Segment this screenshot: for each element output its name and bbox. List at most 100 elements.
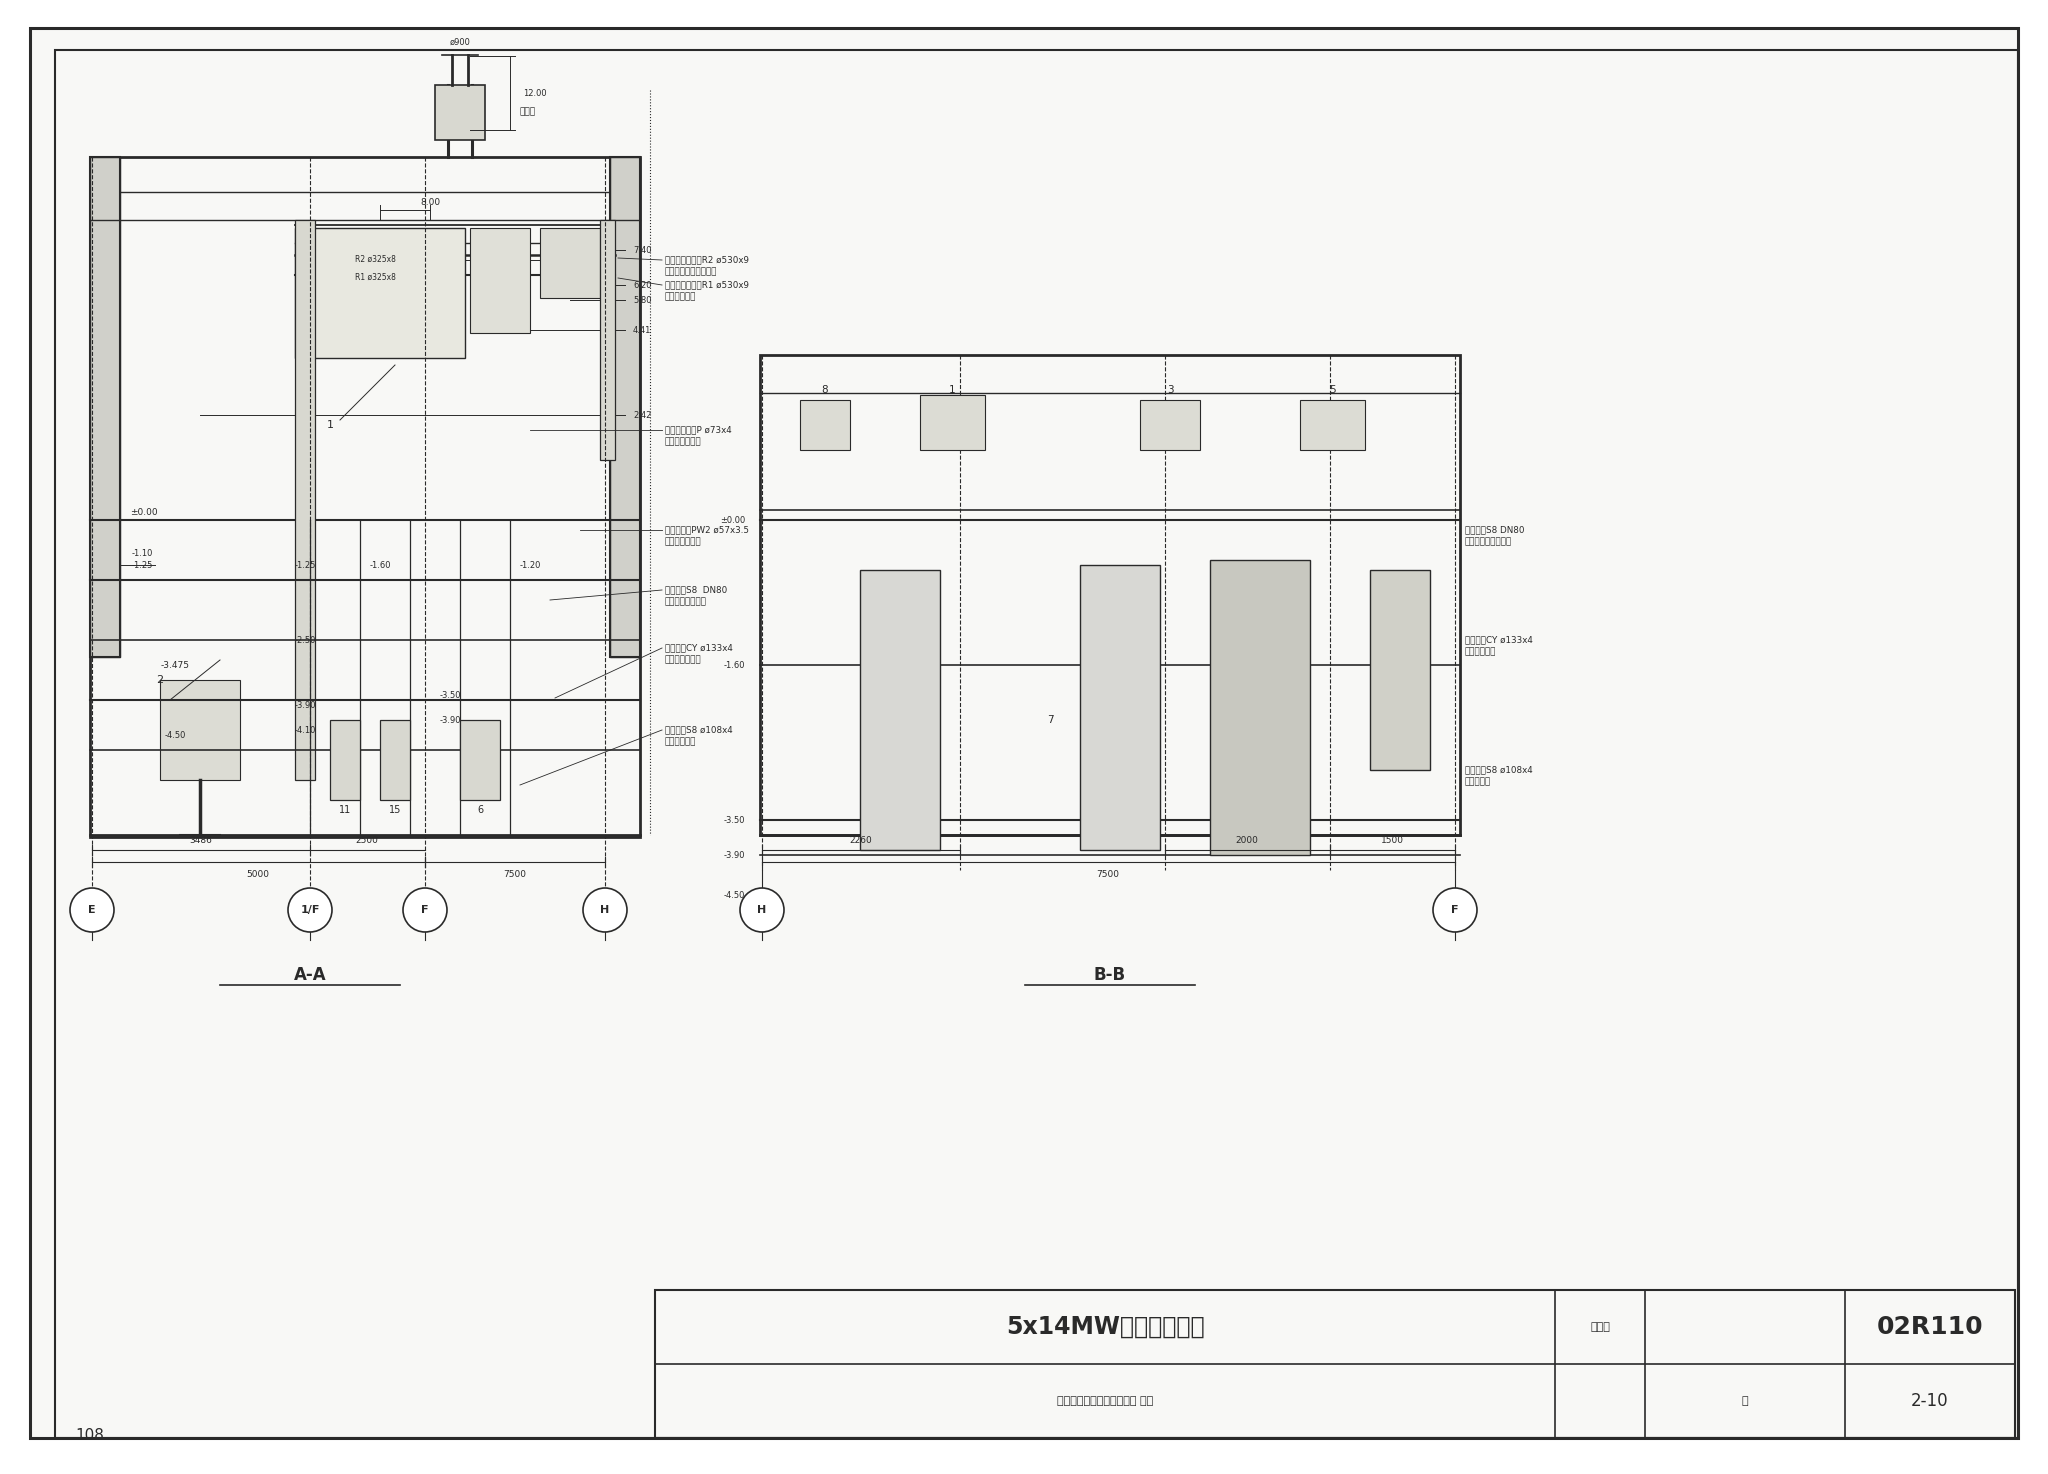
Text: 接至除氧器: 接至除氧器 — [1464, 777, 1491, 787]
Text: ±0.00: ±0.00 — [719, 516, 745, 525]
Text: 2: 2 — [156, 675, 164, 685]
Text: 2260: 2260 — [850, 836, 872, 845]
Text: F: F — [1452, 905, 1458, 915]
Text: 一次热网回水管R2 ø530x9: 一次热网回水管R2 ø530x9 — [666, 255, 750, 264]
Text: 页: 页 — [1741, 1396, 1749, 1406]
Text: 3: 3 — [1167, 385, 1174, 395]
Circle shape — [1434, 887, 1477, 932]
Circle shape — [403, 887, 446, 932]
Text: -4.10: -4.10 — [295, 725, 315, 734]
Bar — [610, 158, 639, 657]
Text: B-B: B-B — [1094, 965, 1126, 985]
Text: 一次热网供水管R1 ø530x9: 一次热网供水管R1 ø530x9 — [666, 280, 750, 289]
Bar — [760, 355, 1460, 834]
Text: 图集号: 图集号 — [1589, 1322, 1610, 1332]
Bar — [90, 158, 639, 837]
Text: 108: 108 — [76, 1427, 104, 1443]
Text: 3486: 3486 — [190, 836, 213, 845]
Text: 8: 8 — [821, 385, 827, 395]
Text: -1.60: -1.60 — [723, 660, 745, 669]
Text: 2500: 2500 — [356, 836, 379, 845]
Text: 接至综合水筱: 接至综合水筱 — [1464, 647, 1497, 656]
Text: 12.00: 12.00 — [522, 88, 547, 97]
Text: -3.90: -3.90 — [438, 715, 461, 725]
Text: -1.25: -1.25 — [295, 560, 315, 569]
Bar — [461, 719, 500, 800]
Text: 消声器: 消声器 — [520, 108, 537, 116]
Text: E: E — [88, 905, 96, 915]
Bar — [610, 158, 639, 657]
Text: R1 ø325x8: R1 ø325x8 — [354, 273, 395, 282]
Bar — [1300, 399, 1366, 450]
Text: 11: 11 — [338, 805, 350, 815]
Bar — [295, 228, 465, 358]
Text: 市核盘若军校对参各林设计 郑勇: 市核盘若军校对参各林设计 郑勇 — [1057, 1396, 1153, 1406]
Text: 2000: 2000 — [1235, 836, 1257, 845]
Circle shape — [70, 887, 115, 932]
Circle shape — [739, 887, 784, 932]
Text: -3.475: -3.475 — [160, 660, 190, 669]
Bar — [801, 399, 850, 450]
Text: 排至除氧水泵: 排至除氧水泵 — [666, 737, 696, 746]
Text: 5000: 5000 — [246, 870, 270, 879]
Text: -4.50: -4.50 — [164, 731, 186, 740]
Bar — [295, 220, 315, 780]
Text: 02R110: 02R110 — [1876, 1315, 1982, 1338]
Bar — [1079, 565, 1159, 850]
Text: 软化水管S8 ø108x4: 软化水管S8 ø108x4 — [1464, 765, 1532, 774]
Text: 接自全自动软水器: 接自全自动软水器 — [666, 597, 707, 606]
Text: -4.50: -4.50 — [723, 890, 745, 899]
Bar — [330, 719, 360, 800]
Text: 7: 7 — [1047, 715, 1053, 725]
Bar — [90, 158, 121, 657]
Text: 8.00: 8.00 — [420, 198, 440, 206]
Text: 接自一次热网循环水泵: 接自一次热网循环水泵 — [666, 267, 717, 277]
Bar — [541, 228, 600, 298]
Text: H: H — [600, 905, 610, 915]
Text: -3.90: -3.90 — [723, 850, 745, 859]
Text: 5.80: 5.80 — [633, 295, 651, 305]
Text: -3.90: -3.90 — [295, 700, 315, 709]
Text: ±0.00: ±0.00 — [129, 507, 158, 516]
Text: 除氧水管CY ø133x4: 除氧水管CY ø133x4 — [1464, 635, 1532, 644]
Text: -3.50: -3.50 — [723, 815, 745, 824]
Circle shape — [289, 887, 332, 932]
Text: 7500: 7500 — [504, 870, 526, 879]
Text: 5x14MW剪视图（一）: 5x14MW剪视图（一） — [1006, 1315, 1204, 1338]
Text: 15: 15 — [389, 805, 401, 815]
Text: 5: 5 — [1329, 385, 1335, 395]
Text: 7.40: 7.40 — [633, 246, 651, 255]
Bar — [434, 85, 485, 140]
Bar — [1141, 399, 1200, 450]
Bar — [469, 228, 530, 333]
Text: A-A: A-A — [293, 965, 326, 985]
Text: 软化水管S8 DN80: 软化水管S8 DN80 — [1464, 526, 1524, 535]
Bar — [1370, 570, 1430, 769]
Text: 2-10: 2-10 — [1911, 1391, 1950, 1411]
Text: -3.50: -3.50 — [438, 690, 461, 700]
Text: 接至热力外网: 接至热力外网 — [666, 292, 696, 302]
Bar — [160, 680, 240, 780]
Text: 自软水器至综合水筱: 自软水器至综合水筱 — [1464, 538, 1511, 547]
Bar — [920, 395, 985, 450]
Text: 2.42: 2.42 — [633, 410, 651, 420]
Text: H: H — [758, 905, 766, 915]
Text: 接至室外安全处: 接至室外安全处 — [666, 438, 702, 447]
Text: 接自解吸除氧器: 接自解吸除氧器 — [666, 656, 702, 665]
Text: -1.10: -1.10 — [131, 548, 154, 557]
Text: 6.20: 6.20 — [633, 280, 651, 289]
Bar — [860, 570, 940, 850]
Text: 1/F: 1/F — [301, 905, 319, 915]
Text: 4.41: 4.41 — [633, 326, 651, 335]
Text: 7500: 7500 — [1096, 870, 1120, 879]
Text: 1: 1 — [948, 385, 954, 395]
Bar — [1210, 560, 1311, 855]
Bar — [381, 719, 410, 800]
Bar — [600, 220, 614, 460]
Bar — [655, 1290, 2015, 1439]
Bar — [90, 158, 121, 657]
Text: -1.60: -1.60 — [369, 560, 391, 569]
Text: F: F — [422, 905, 428, 915]
Text: 软化水管S8  DN80: 软化水管S8 DN80 — [666, 585, 727, 594]
Text: 接至排污降温池: 接至排污降温池 — [666, 538, 702, 547]
